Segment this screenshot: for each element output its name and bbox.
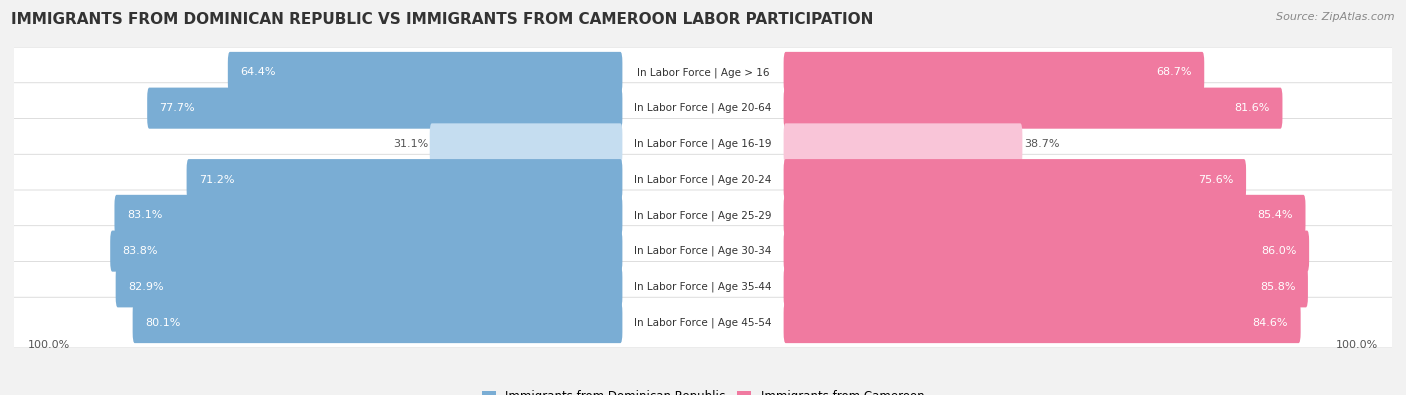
Text: In Labor Force | Age > 16: In Labor Force | Age > 16 xyxy=(637,67,769,78)
FancyBboxPatch shape xyxy=(783,195,1306,236)
Text: 80.1%: 80.1% xyxy=(145,318,180,327)
FancyBboxPatch shape xyxy=(110,231,623,272)
Text: In Labor Force | Age 20-64: In Labor Force | Age 20-64 xyxy=(634,103,772,113)
Text: 82.9%: 82.9% xyxy=(128,282,163,292)
Text: 100.0%: 100.0% xyxy=(1336,340,1378,350)
Legend: Immigrants from Dominican Republic, Immigrants from Cameroon: Immigrants from Dominican Republic, Immi… xyxy=(477,385,929,395)
FancyBboxPatch shape xyxy=(13,190,1393,241)
Text: 85.8%: 85.8% xyxy=(1260,282,1295,292)
FancyBboxPatch shape xyxy=(13,47,1393,98)
Text: In Labor Force | Age 25-29: In Labor Force | Age 25-29 xyxy=(634,210,772,221)
Text: In Labor Force | Age 16-19: In Labor Force | Age 16-19 xyxy=(634,139,772,149)
FancyBboxPatch shape xyxy=(13,118,1393,169)
FancyBboxPatch shape xyxy=(13,226,1393,276)
Text: 100.0%: 100.0% xyxy=(28,340,70,350)
FancyBboxPatch shape xyxy=(13,154,1393,205)
FancyBboxPatch shape xyxy=(13,261,1393,312)
FancyBboxPatch shape xyxy=(783,123,1022,164)
Text: 83.8%: 83.8% xyxy=(122,246,157,256)
FancyBboxPatch shape xyxy=(783,231,1309,272)
Text: 75.6%: 75.6% xyxy=(1198,175,1233,184)
Text: 83.1%: 83.1% xyxy=(127,211,162,220)
Text: Source: ZipAtlas.com: Source: ZipAtlas.com xyxy=(1277,12,1395,22)
Text: 81.6%: 81.6% xyxy=(1234,103,1270,113)
Text: In Labor Force | Age 30-34: In Labor Force | Age 30-34 xyxy=(634,246,772,256)
Text: 71.2%: 71.2% xyxy=(200,175,235,184)
Text: In Labor Force | Age 45-54: In Labor Force | Age 45-54 xyxy=(634,317,772,328)
Text: 38.7%: 38.7% xyxy=(1024,139,1059,149)
FancyBboxPatch shape xyxy=(228,52,623,93)
FancyBboxPatch shape xyxy=(148,88,623,129)
Text: 86.0%: 86.0% xyxy=(1261,246,1296,256)
Text: 64.4%: 64.4% xyxy=(240,68,276,77)
FancyBboxPatch shape xyxy=(115,266,623,307)
FancyBboxPatch shape xyxy=(783,159,1246,200)
Text: 84.6%: 84.6% xyxy=(1253,318,1288,327)
FancyBboxPatch shape xyxy=(13,297,1393,348)
Text: 85.4%: 85.4% xyxy=(1257,211,1294,220)
FancyBboxPatch shape xyxy=(132,302,623,343)
FancyBboxPatch shape xyxy=(114,195,623,236)
FancyBboxPatch shape xyxy=(783,302,1301,343)
Text: 31.1%: 31.1% xyxy=(394,139,429,149)
FancyBboxPatch shape xyxy=(783,266,1308,307)
FancyBboxPatch shape xyxy=(783,52,1205,93)
FancyBboxPatch shape xyxy=(187,159,623,200)
FancyBboxPatch shape xyxy=(430,123,623,164)
FancyBboxPatch shape xyxy=(783,88,1282,129)
Text: 77.7%: 77.7% xyxy=(160,103,195,113)
Text: IMMIGRANTS FROM DOMINICAN REPUBLIC VS IMMIGRANTS FROM CAMEROON LABOR PARTICIPATI: IMMIGRANTS FROM DOMINICAN REPUBLIC VS IM… xyxy=(11,12,873,27)
Text: 68.7%: 68.7% xyxy=(1156,68,1192,77)
Text: In Labor Force | Age 35-44: In Labor Force | Age 35-44 xyxy=(634,282,772,292)
Text: In Labor Force | Age 20-24: In Labor Force | Age 20-24 xyxy=(634,174,772,185)
FancyBboxPatch shape xyxy=(13,83,1393,134)
